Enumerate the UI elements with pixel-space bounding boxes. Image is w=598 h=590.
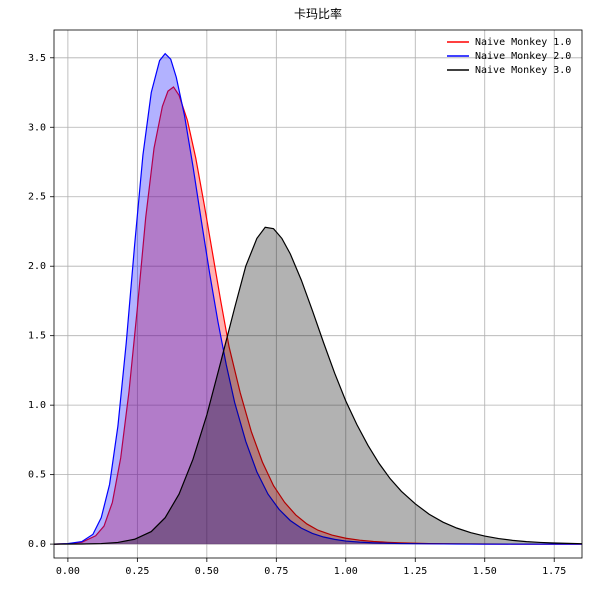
- x-tick-label: 1.50: [473, 566, 497, 577]
- x-tick-label: 1.00: [334, 566, 358, 577]
- x-tick-label: 0.00: [56, 566, 80, 577]
- x-tick-label: 1.25: [403, 566, 427, 577]
- y-tick-label: 0.0: [28, 539, 46, 550]
- chart-svg: 0.00 0.25 0.50 0.75 1.00 1.25 1.50 1.75 0.0 0.5 1.…: [0, 0, 598, 590]
- x-tick-label: 0.75: [264, 566, 288, 577]
- y-tick-label: 1.0: [28, 400, 46, 411]
- y-tick-label: 0.5: [28, 470, 46, 481]
- kde-chart: 0.00 0.25 0.50 0.75 1.00 1.25 1.50 1.75 0.0 0.5 1.…: [0, 0, 598, 590]
- legend-label: Naive Monkey 3.0: [475, 65, 571, 76]
- x-tick-label: 1.75: [542, 566, 566, 577]
- y-tick-label: 1.5: [28, 331, 46, 342]
- y-tick-label: 2.5: [28, 192, 46, 203]
- chart-title: 卡玛比率: [294, 6, 342, 21]
- x-tick-label: 0.25: [125, 566, 149, 577]
- legend-label: Naive Monkey 1.0: [475, 37, 571, 48]
- y-tick-label: 2.0: [28, 261, 46, 272]
- x-tick-label: 0.50: [195, 566, 219, 577]
- y-tick-label: 3.0: [28, 122, 46, 133]
- legend-label: Naive Monkey 2.0: [475, 51, 571, 62]
- y-tick-label: 3.5: [28, 53, 46, 64]
